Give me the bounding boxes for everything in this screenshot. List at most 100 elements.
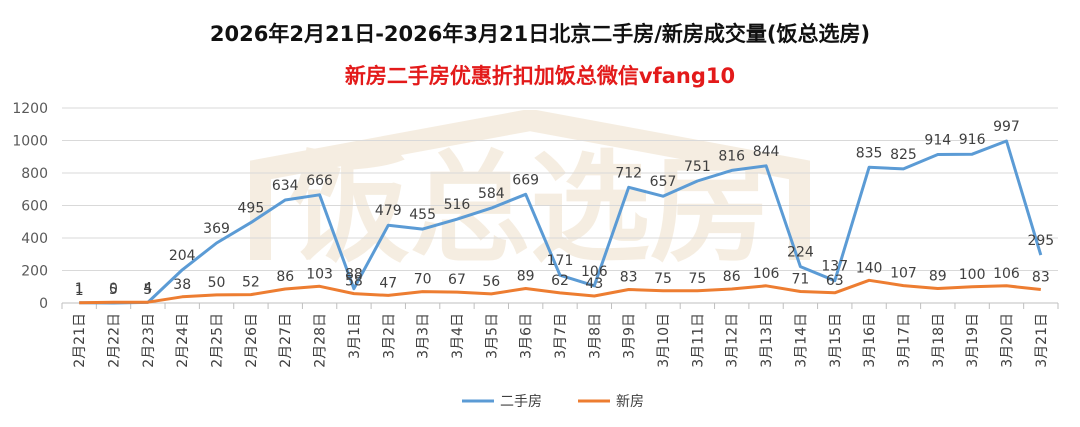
y-tick-label: 600 — [21, 199, 48, 215]
chart-subtitle: 新房二手房优惠折扣加饭总微信vfang10 — [344, 64, 736, 88]
x-tick-label: 3月1日 — [347, 313, 363, 359]
data-label: 100 — [959, 267, 986, 283]
data-label: 63 — [826, 273, 844, 289]
y-tick-label: 1000 — [12, 134, 48, 150]
y-tick-label: 0 — [39, 296, 48, 312]
data-label: 89 — [517, 269, 535, 285]
y-tick-label: 200 — [21, 264, 48, 280]
x-tick-label: 3月10日 — [656, 313, 672, 368]
x-tick-label: 2月26日 — [244, 313, 260, 368]
data-label: 83 — [620, 270, 638, 286]
series-line-0 — [79, 139, 1043, 305]
data-label: 657 — [650, 174, 677, 190]
x-tick-label: 2月23日 — [141, 313, 157, 368]
data-label: 107 — [890, 266, 917, 282]
y-tick-label: 1200 — [12, 101, 48, 117]
data-label: 0 — [109, 281, 118, 297]
data-label: 62 — [551, 273, 569, 289]
data-label: 106 — [753, 266, 780, 282]
x-tick-label: 3月12日 — [725, 313, 741, 368]
x-tick-label: 3月9日 — [622, 313, 638, 359]
series-lines — [79, 139, 1043, 305]
x-tick-label: 3月4日 — [450, 313, 466, 359]
data-labels: 1 0 4 204 369 495 634 666 88 479 455 516 584 669 171 10… — [75, 119, 1054, 299]
x-tick-label: 3月5日 — [484, 313, 500, 359]
data-label: 455 — [409, 207, 436, 223]
x-tick-label: 3月6日 — [519, 313, 535, 359]
data-label: 369 — [203, 221, 230, 237]
data-label: 825 — [890, 147, 917, 163]
data-label: 5 — [143, 282, 152, 298]
data-label: 835 — [856, 145, 883, 161]
data-label: 751 — [684, 159, 711, 175]
x-tick-label: 3月20日 — [999, 313, 1015, 368]
data-label: 669 — [512, 172, 539, 188]
data-label: 88 — [345, 267, 363, 283]
data-label: 224 — [787, 245, 814, 261]
data-label: 171 — [547, 253, 574, 269]
legend-label: 新房 — [616, 394, 644, 410]
data-label: 584 — [478, 186, 505, 202]
data-label: 103 — [306, 266, 333, 282]
data-label: 844 — [753, 144, 780, 160]
data-label: 479 — [375, 203, 402, 219]
x-axis-ticks: 2月21日 2月22日 2月23日 2月24日 2月25日 2月26日 2月27日 2月28日… — [61, 303, 1059, 368]
data-label: 495 — [238, 201, 265, 217]
data-label: 140 — [856, 260, 883, 276]
data-label: 816 — [718, 148, 745, 164]
y-tick-label: 800 — [21, 166, 48, 182]
data-label: 914 — [924, 132, 951, 148]
x-tick-label: 3月3日 — [416, 313, 432, 359]
legend: 二手房 新房 — [462, 394, 644, 410]
x-tick-label: 3月13日 — [759, 313, 775, 368]
x-tick-label: 3月8日 — [587, 313, 603, 359]
data-label: 634 — [272, 178, 299, 194]
x-tick-label: 2月21日 — [72, 313, 88, 368]
data-label: 70 — [414, 272, 432, 288]
x-tick-label: 3月16日 — [862, 313, 878, 368]
x-tick-label: 3月17日 — [896, 313, 912, 368]
data-label: 5 — [109, 282, 118, 298]
x-tick-label: 3月14日 — [793, 313, 809, 368]
data-label: 83 — [1032, 270, 1050, 286]
x-tick-label: 2月28日 — [313, 313, 329, 368]
data-label: 516 — [444, 197, 471, 213]
data-label: 295 — [1027, 233, 1054, 249]
data-label: 58 — [345, 274, 363, 290]
data-label: 86 — [723, 269, 741, 285]
x-tick-label: 3月19日 — [965, 313, 981, 368]
data-label: 4 — [143, 280, 152, 296]
data-label: 204 — [169, 248, 196, 264]
data-label: 75 — [654, 271, 672, 287]
data-label: 86 — [276, 269, 294, 285]
data-label: 137 — [821, 259, 848, 275]
data-label: 1 — [75, 283, 84, 299]
chart-title: 2026年2月21日-2026年3月21日北京二手房/新房成交量(饭总选房) — [209, 22, 871, 46]
data-label: 52 — [242, 275, 260, 291]
data-label: 56 — [482, 274, 500, 290]
x-tick-label: 3月15日 — [828, 313, 844, 368]
x-tick-label: 2月25日 — [210, 313, 226, 368]
x-tick-label: 3月21日 — [1034, 313, 1050, 368]
x-tick-label: 2月24日 — [175, 313, 191, 368]
data-label: 75 — [688, 271, 706, 287]
legend-label: 二手房 — [500, 394, 542, 410]
gridlines — [62, 107, 1058, 304]
data-label: 71 — [791, 271, 809, 287]
data-label: 997 — [993, 119, 1020, 135]
x-tick-label: 3月2日 — [381, 313, 397, 359]
data-label: 89 — [929, 269, 947, 285]
y-axis-ticks: 0 200 400 600 800 1000 1200 — [12, 101, 48, 312]
data-label: 916 — [959, 132, 986, 148]
data-label: 712 — [615, 165, 642, 181]
data-label: 43 — [585, 276, 603, 292]
x-tick-label: 3月18日 — [931, 313, 947, 368]
data-label: 47 — [379, 275, 397, 291]
data-label: 106 — [581, 264, 608, 280]
data-label: 666 — [306, 173, 333, 189]
x-tick-label: 2月27日 — [278, 313, 294, 368]
x-tick-label: 3月7日 — [553, 313, 569, 359]
data-label: 50 — [208, 275, 226, 291]
y-tick-label: 400 — [21, 231, 48, 247]
